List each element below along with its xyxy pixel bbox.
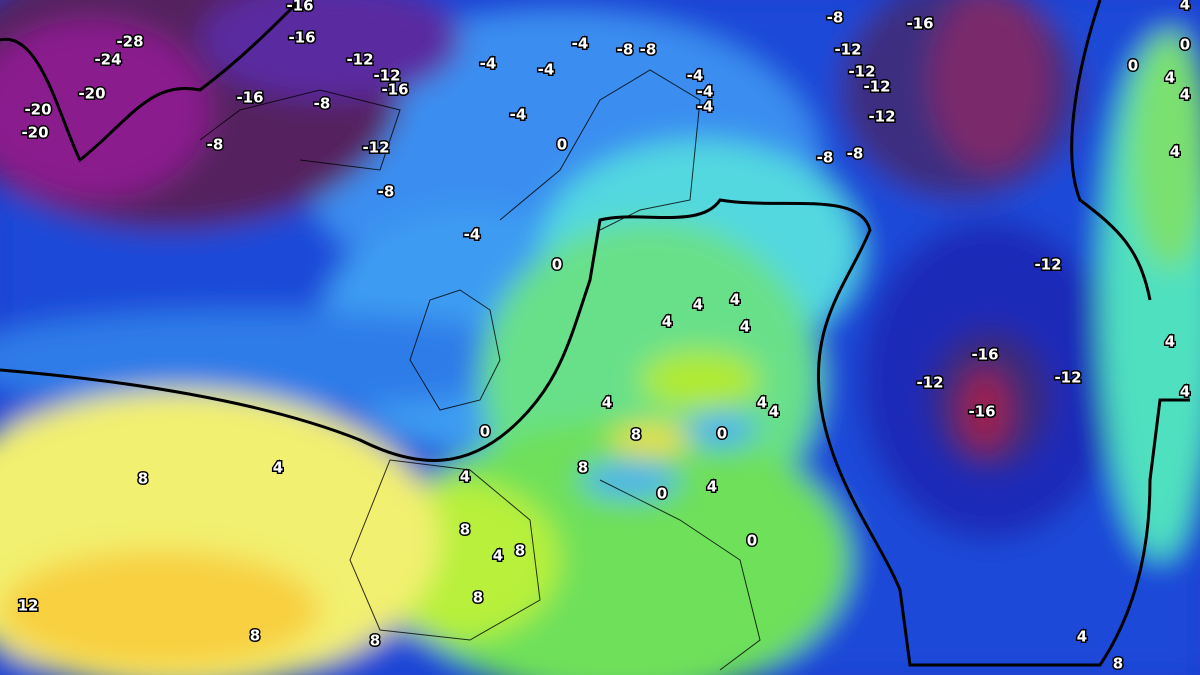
temperature-label: -4 <box>697 83 714 101</box>
temperature-label: 0 <box>557 136 567 154</box>
temperature-label: 0 <box>747 532 757 550</box>
temperature-label: -12 <box>868 108 895 126</box>
temperature-label: -20 <box>21 124 48 142</box>
temperature-label: -16 <box>236 89 263 107</box>
temperature-label: -20 <box>24 101 51 119</box>
temperature-label: -4 <box>480 55 497 73</box>
temperature-label: 8 <box>250 627 260 645</box>
temperature-label: 4 <box>730 291 740 309</box>
temperature-label: -16 <box>971 346 998 364</box>
temperature-label: 8 <box>631 426 641 444</box>
temperature-label: -8 <box>640 41 657 59</box>
temperature-label: -12 <box>362 139 389 157</box>
temperature-label: -20 <box>78 85 105 103</box>
temperature-label: -24 <box>94 51 121 69</box>
temperature-label: -12 <box>373 67 400 85</box>
temperature-label: 0 <box>1180 36 1190 54</box>
temperature-label: 8 <box>1113 655 1123 673</box>
temperature-label: 8 <box>473 589 483 607</box>
temperature-label: -8 <box>207 136 224 154</box>
temperature-label: -12 <box>916 374 943 392</box>
temperature-label: 4 <box>1180 383 1190 401</box>
temperature-label: 4 <box>1180 86 1190 104</box>
temperature-label: -8 <box>827 9 844 27</box>
freezing-isotherm <box>0 0 1190 667</box>
temperature-label: 4 <box>273 459 283 477</box>
temperature-label: -4 <box>687 67 704 85</box>
coastline <box>349 459 541 641</box>
coastline <box>409 289 501 411</box>
temperature-label: 4 <box>1165 69 1175 87</box>
temperature-label: 4 <box>1170 143 1180 161</box>
coastline <box>499 69 701 231</box>
temperature-label: 8 <box>578 459 588 477</box>
temperature-label: -28 <box>116 33 143 51</box>
temperature-label: 12 <box>18 597 39 615</box>
temperature-label: 4 <box>1180 0 1190 14</box>
temperature-label: -8 <box>617 41 634 59</box>
temperature-label: -4 <box>510 106 527 124</box>
temperature-label: -4 <box>538 61 555 79</box>
temperature-label: 0 <box>657 485 667 503</box>
temperature-label: 4 <box>460 468 470 486</box>
temperature-label: 0 <box>717 425 727 443</box>
temperature-label: -12 <box>848 63 875 81</box>
coastline <box>199 89 401 171</box>
temperature-label: 4 <box>707 478 717 496</box>
temperature-label: 4 <box>740 318 750 336</box>
temperature-label: -16 <box>288 29 315 47</box>
temperature-label: -4 <box>464 226 481 244</box>
temperature-label: -16 <box>968 403 995 421</box>
temperature-label: -16 <box>286 0 313 15</box>
temperature-label: 4 <box>1077 628 1087 646</box>
temperature-label: -12 <box>863 78 890 96</box>
isotherm-line <box>1070 0 1152 301</box>
temperature-label: 0 <box>1128 57 1138 75</box>
temperature-label: 4 <box>493 547 503 565</box>
temperature-label: -12 <box>346 51 373 69</box>
temperature-label: -8 <box>817 149 834 167</box>
temperature-label: -8 <box>378 183 395 201</box>
temperature-label: 0 <box>552 256 562 274</box>
temperature-label: -12 <box>834 41 861 59</box>
temperature-label: 8 <box>460 521 470 539</box>
temperature-label: 4 <box>757 394 767 412</box>
temperature-label: 0 <box>480 423 490 441</box>
temperature-label: 8 <box>370 632 380 650</box>
temperature-label: 4 <box>662 313 672 331</box>
temperature-label: -8 <box>314 95 331 113</box>
temperature-label: 8 <box>138 470 148 488</box>
temperature-label: 8 <box>515 542 525 560</box>
isotherm-line <box>0 0 302 163</box>
temperature-label: -12 <box>1034 256 1061 274</box>
temperature-label: 4 <box>769 403 779 421</box>
temperature-label: 4 <box>1165 333 1175 351</box>
isotherm-line <box>0 198 1190 667</box>
temperature-label: 4 <box>693 296 703 314</box>
temperature-label: -4 <box>572 35 589 53</box>
temperature-label: -8 <box>847 145 864 163</box>
temperature-label: -16 <box>381 81 408 99</box>
coastline <box>599 479 761 671</box>
temperature-label: 4 <box>602 394 612 412</box>
temperature-label: -12 <box>1054 369 1081 387</box>
temperature-label: -16 <box>906 15 933 33</box>
coastlines <box>199 69 761 671</box>
temperature-label: -4 <box>697 98 714 116</box>
